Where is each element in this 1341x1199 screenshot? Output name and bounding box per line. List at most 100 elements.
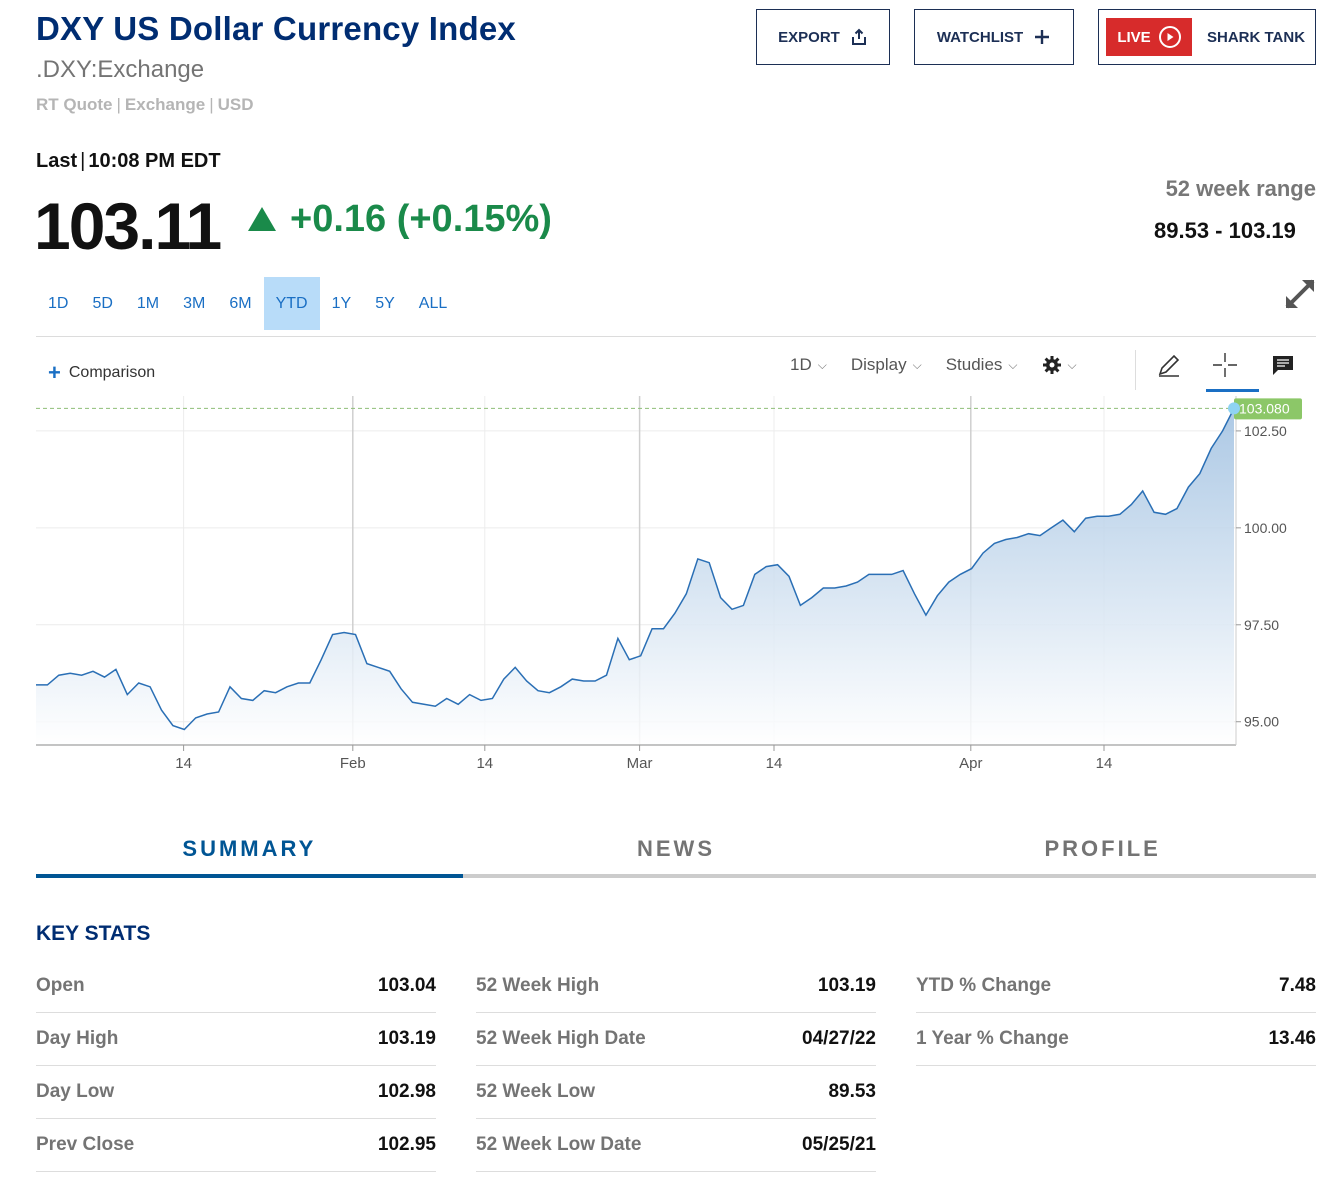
shark-tank-label: SHARK TANK	[1207, 28, 1306, 46]
export-label: EXPORT	[778, 28, 840, 46]
stat-row: 1 Year % Change 13.46	[916, 1013, 1316, 1066]
stat-row: Day Low 102.98	[36, 1066, 436, 1119]
plus-icon: +	[48, 360, 61, 385]
x-tick-label: 14	[1096, 755, 1113, 772]
tab-summary[interactable]: SUMMARY	[36, 830, 463, 878]
stat-row: Prev Close 102.95	[36, 1119, 436, 1172]
period-1d[interactable]: 1D	[48, 294, 69, 312]
live-label: LIVE	[1117, 28, 1151, 46]
last-price: 103.11	[34, 189, 222, 263]
x-tick-label: Mar	[627, 755, 653, 772]
live-badge: LIVE	[1106, 18, 1192, 56]
studies-label: Studies	[945, 355, 1003, 374]
stat-label: Open	[36, 975, 85, 996]
x-tick-label: 14	[766, 755, 783, 772]
interval-label: 1D	[790, 355, 812, 374]
period-all[interactable]: ALL	[418, 294, 448, 312]
stat-value: 102.98	[377, 1081, 436, 1102]
last-value-dot	[1228, 402, 1240, 415]
stat-value: 103.19	[817, 975, 876, 996]
stat-row: 52 Week Low 89.53	[476, 1066, 876, 1119]
price-chart[interactable]: 95.00 97.50 100.00 102.50 14 Feb 14 Mar 14 Apr 14…	[36, 396, 1316, 776]
chevron-down-icon: ⌵	[912, 357, 922, 372]
stat-row: Open 103.04	[36, 960, 436, 1013]
quote-tabs: SUMMARY NEWS PROFILE	[36, 830, 1316, 878]
chevron-down-icon: ⌵	[1008, 357, 1018, 372]
last-value-badge	[1234, 398, 1302, 420]
period-1y[interactable]: 1Y	[331, 294, 352, 312]
period-ytd[interactable]: YTD	[263, 277, 320, 330]
period-6m[interactable]: 6M	[229, 294, 252, 312]
y-tick-label: 100.00	[1244, 520, 1287, 536]
y-tick-label: 97.50	[1244, 617, 1279, 633]
price-line	[36, 408, 1235, 731]
period-1m[interactable]: 1M	[136, 294, 160, 312]
x-tick-label: Feb	[340, 755, 366, 772]
display-dropdown[interactable]: Display ⌵	[851, 355, 922, 375]
chart-divider	[36, 336, 1316, 337]
key-stats-title: KEY STATS	[36, 922, 151, 945]
quote-meta: RT Quote | Exchange | USD	[36, 95, 254, 115]
range-value: 89.53 - 103.19	[1154, 218, 1296, 243]
expand-icon[interactable]	[1282, 276, 1318, 312]
studies-dropdown[interactable]: Studies ⌵	[946, 355, 1018, 375]
play-icon	[1158, 26, 1181, 48]
x-tick-label: 14	[476, 755, 493, 772]
watchlist-button[interactable]: WATCHLIST	[914, 9, 1074, 65]
stat-label: Prev Close	[36, 1134, 135, 1155]
up-arrow-icon	[248, 206, 276, 231]
key-stats-column: YTD % Change 7.48 1 Year % Change 13.46	[916, 960, 1316, 1066]
last-label: Last	[36, 150, 78, 172]
stat-row: 52 Week Low Date 05/25/21	[476, 1119, 876, 1172]
last-value-label: 103.080	[1239, 400, 1290, 416]
gear-icon	[1042, 356, 1061, 374]
watchlist-label: WATCHLIST	[936, 28, 1024, 46]
plus-icon	[1033, 28, 1051, 46]
range-label: 52 week range	[1165, 176, 1316, 201]
period-3m[interactable]: 3M	[183, 294, 206, 312]
stat-value: 7.48	[1279, 975, 1316, 996]
comparison-button[interactable]: + Comparison	[48, 362, 155, 384]
last-separator: |	[80, 150, 86, 172]
settings-dropdown[interactable]: ⌵	[1042, 355, 1077, 375]
stat-value: 103.19	[377, 1028, 436, 1049]
stat-value: 13.46	[1268, 1028, 1316, 1049]
crosshair-active-indicator	[1206, 389, 1259, 392]
y-tick-label: 102.50	[1244, 423, 1287, 439]
export-button[interactable]: EXPORT	[756, 9, 890, 65]
x-tick-label: Apr	[959, 755, 982, 772]
stat-label: Day High	[36, 1028, 119, 1049]
y-axis-ticks: 95.00 97.50 100.00 102.50	[1236, 423, 1287, 730]
tab-profile[interactable]: PROFILE	[1044, 836, 1161, 861]
y-tick-label: 95.00	[1244, 714, 1279, 730]
stat-value: 103.04	[377, 975, 436, 996]
stat-row: Day High 103.19	[36, 1013, 436, 1066]
chevron-down-icon: ⌵	[817, 357, 827, 372]
stat-label: 52 Week Low Date	[476, 1134, 642, 1155]
draw-pencil-icon[interactable]	[1154, 350, 1184, 380]
last-time: 10:08 PM EDT	[88, 150, 221, 172]
crosshair-icon[interactable]	[1210, 350, 1240, 380]
stat-row: 52 Week High 103.19	[476, 960, 876, 1013]
share-icon	[850, 28, 868, 46]
comparison-label: Comparison	[68, 364, 156, 381]
live-shark-tank-button[interactable]: LIVE SHARK TANK	[1098, 9, 1316, 65]
stat-value: 04/27/22	[802, 1028, 876, 1049]
stat-row: YTD % Change 7.48	[916, 960, 1316, 1013]
stat-label: YTD % Change	[916, 975, 1052, 996]
x-tick-label: 14	[175, 755, 192, 772]
comment-icon[interactable]	[1268, 350, 1298, 380]
period-5y[interactable]: 5Y	[375, 294, 395, 312]
stat-value: 102.95	[377, 1134, 436, 1155]
period-5d[interactable]: 5D	[92, 294, 113, 312]
key-stats-column: Open 103.04 Day High 103.19 Day Low 102.98 …	[36, 960, 436, 1172]
stat-value: 05/25/21	[802, 1134, 876, 1155]
tab-news[interactable]: NEWS	[637, 836, 715, 861]
stat-row: 52 Week High Date 04/27/22	[476, 1013, 876, 1066]
stat-value: 89.53	[828, 1081, 876, 1102]
interval-dropdown[interactable]: 1D ⌵	[790, 355, 827, 375]
stat-label: 52 Week High	[476, 975, 600, 996]
stat-label: 52 Week Low	[476, 1081, 595, 1102]
stat-label: Day Low	[36, 1081, 115, 1102]
meta-separator: |	[209, 95, 214, 114]
